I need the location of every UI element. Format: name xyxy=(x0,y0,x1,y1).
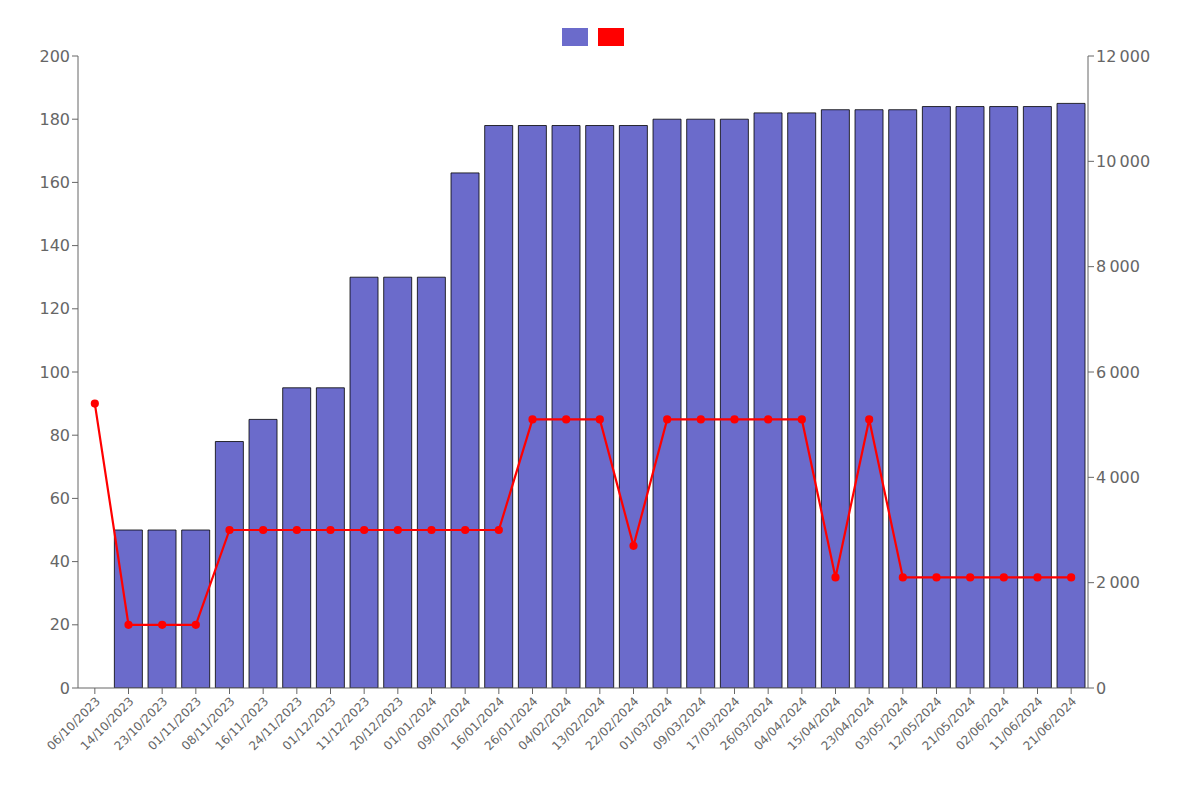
svg-text:24/11/2023: 24/11/2023 xyxy=(246,694,305,754)
svg-text:80: 80 xyxy=(50,426,70,445)
svg-text:01/03/2024: 01/03/2024 xyxy=(616,694,676,754)
svg-text:6 000: 6 000 xyxy=(1096,363,1140,382)
svg-text:20/12/2023: 20/12/2023 xyxy=(347,694,406,754)
svg-text:17/03/2024: 17/03/2024 xyxy=(683,694,743,754)
svg-text:2 000: 2 000 xyxy=(1096,573,1140,592)
svg-text:08/11/2023: 08/11/2023 xyxy=(178,694,238,754)
svg-text:16/11/2023: 16/11/2023 xyxy=(212,694,272,754)
svg-text:04/04/2024: 04/04/2024 xyxy=(751,694,810,754)
svg-text:01/12/2023: 01/12/2023 xyxy=(279,694,339,754)
svg-text:180: 180 xyxy=(39,110,70,129)
svg-text:26/03/2024: 26/03/2024 xyxy=(717,694,777,754)
svg-text:04/02/2024: 04/02/2024 xyxy=(515,694,575,754)
svg-text:02/06/2024: 02/06/2024 xyxy=(953,694,1012,754)
svg-text:22/02/2024: 22/02/2024 xyxy=(582,694,642,754)
svg-text:4 000: 4 000 xyxy=(1096,468,1140,487)
svg-text:01/11/2023: 01/11/2023 xyxy=(145,694,204,754)
svg-text:160: 160 xyxy=(39,173,70,192)
svg-text:21/05/2024: 21/05/2024 xyxy=(919,694,979,754)
svg-text:200: 200 xyxy=(39,47,70,66)
svg-text:26/01/2024: 26/01/2024 xyxy=(481,694,541,754)
svg-text:120: 120 xyxy=(39,299,70,318)
svg-text:21/06/2024: 21/06/2024 xyxy=(1021,694,1080,753)
svg-text:09/01/2024: 09/01/2024 xyxy=(414,694,474,754)
svg-text:0: 0 xyxy=(60,679,70,698)
svg-text:06/10/2023: 06/10/2023 xyxy=(44,694,103,754)
svg-text:12 000: 12 000 xyxy=(1096,47,1150,66)
svg-text:23/04/2024: 23/04/2024 xyxy=(818,694,878,754)
svg-text:01/01/2024: 01/01/2024 xyxy=(380,694,440,754)
svg-text:13/02/2024: 13/02/2024 xyxy=(549,694,608,754)
svg-text:140: 140 xyxy=(39,236,70,255)
svg-text:20: 20 xyxy=(50,615,70,634)
svg-text:12/05/2024: 12/05/2024 xyxy=(885,694,945,754)
svg-text:100: 100 xyxy=(39,363,70,382)
svg-text:40: 40 xyxy=(50,552,70,571)
svg-text:23/10/2023: 23/10/2023 xyxy=(111,694,171,754)
svg-text:11/06/2024: 11/06/2024 xyxy=(986,694,1046,754)
svg-text:15/04/2024: 15/04/2024 xyxy=(784,694,844,754)
svg-text:03/05/2024: 03/05/2024 xyxy=(852,694,911,754)
svg-text:0: 0 xyxy=(1096,679,1106,698)
svg-text:10 000: 10 000 xyxy=(1096,152,1150,171)
svg-text:16/01/2024: 16/01/2024 xyxy=(448,694,507,754)
svg-text:60: 60 xyxy=(50,489,70,508)
svg-text:14/10/2023: 14/10/2023 xyxy=(77,694,137,754)
svg-text:11/12/2023: 11/12/2023 xyxy=(313,694,373,754)
svg-text:09/03/2024: 09/03/2024 xyxy=(650,694,709,754)
svg-text:8 000: 8 000 xyxy=(1096,257,1140,276)
